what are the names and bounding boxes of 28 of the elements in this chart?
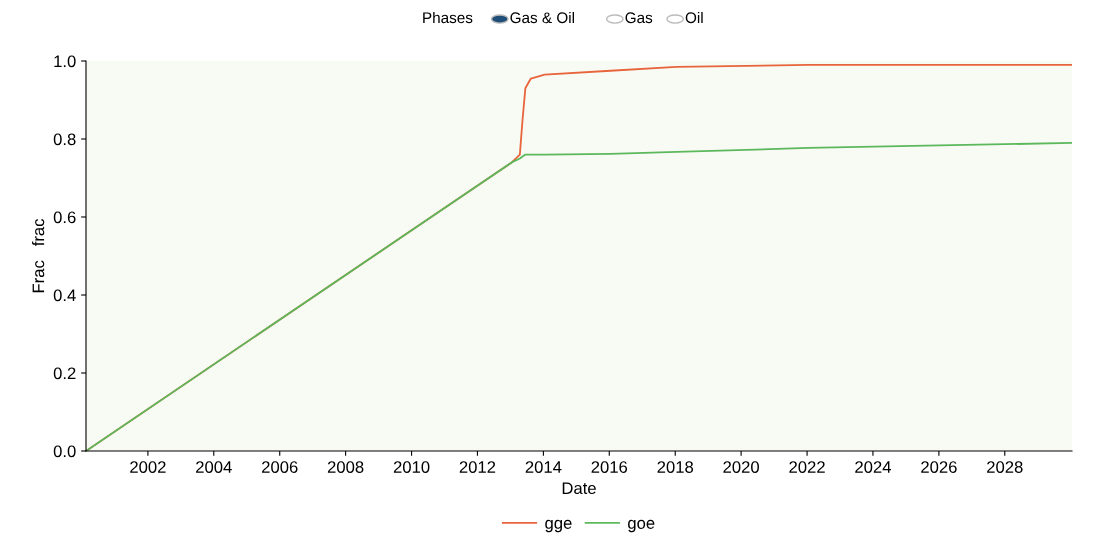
x-tick-label: 2014 [525, 461, 562, 473]
y-tick-label: 0.4 [53, 289, 76, 302]
x-tick-label: 2022 [789, 461, 825, 473]
x-tick-label: 2006 [262, 461, 298, 473]
x-tick-label: 2016 [591, 461, 628, 473]
y-tick-label: 1.0 [54, 55, 76, 68]
y-tick-label: 0.8 [53, 133, 76, 146]
x-tick-label: 2012 [459, 461, 496, 473]
text: Gas & Oil [510, 11, 574, 24]
text: Gas [625, 12, 653, 24]
text: Phases [423, 11, 473, 24]
x-tick-label: 2024 [855, 461, 891, 473]
x-tick-label: 2018 [657, 461, 694, 473]
legend-label: goe [628, 519, 655, 533]
x-tick-label: 2028 [987, 461, 1023, 473]
x-axis-title: Date [562, 482, 596, 495]
y-tick-label: 0.6 [53, 211, 76, 224]
y-tick-label: 0.2 [53, 367, 76, 380]
x-tick-label: 2004 [196, 461, 232, 473]
legend-label: gge [545, 519, 572, 533]
x-tick-label: 2002 [130, 461, 166, 473]
x-tick-label: 2008 [327, 461, 364, 473]
y-tick-label: 0.0 [53, 445, 76, 458]
x-tick-label: 2026 [921, 461, 957, 473]
text: Oil [685, 11, 703, 24]
x-tick-label: 2010 [393, 461, 430, 473]
x-tick-label: 2020 [723, 461, 759, 473]
y-axis-title: Frac frac [32, 218, 45, 293]
